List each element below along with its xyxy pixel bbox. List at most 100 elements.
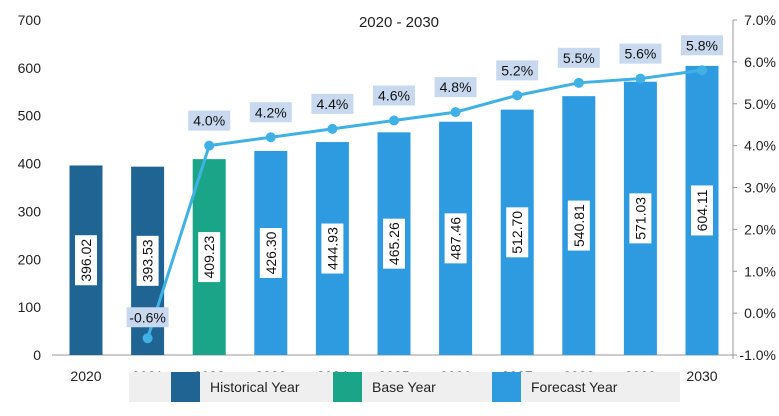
y-left-tick-label: 0 [33,347,41,363]
bar-label-bg [259,227,282,278]
bar-label-2024: 444.93 [321,223,344,274]
legend-label-base: Base Year [372,379,436,395]
growth-label-text: 4.4% [316,96,348,112]
bar-label-bg [198,232,221,283]
y-right-tick-label: 0.0% [744,305,776,321]
growth-label-text: -0.6% [129,309,166,325]
x-tick-label: 2030 [686,368,717,384]
growth-label-bg [619,43,662,64]
bar-label-2027: 512.70 [506,207,529,258]
bar-label-bg [629,193,652,244]
growth-point-2025 [389,115,399,126]
bar-label-2028: 540.81 [567,200,590,251]
growth-point-2021 [142,333,153,344]
y-right-tick-label: 2.0% [744,221,776,237]
legend-label-forecast: Forecast Year [531,379,618,395]
y-right-tick-label: -1.0% [739,347,776,363]
growth-label-text: 4.8% [440,79,472,95]
growth-point-2026 [450,107,461,118]
data-labels: 396.02 393.53 409.23 426.30 444.93 465.26 487.… [75,35,723,328]
growth-label-text: 5.6% [624,46,656,62]
bar-label-bg [136,235,159,286]
growth-label-2023: 4.2% [249,102,292,123]
growth-label-text: 5.8% [686,37,718,53]
bar-label-bg [506,207,529,258]
y-right-tick-label: 7.0% [744,12,776,28]
growth-label-2030: 5.8% [681,35,723,56]
bar-label-2029: 571.03 [629,193,652,244]
bar-label-bg [321,223,344,274]
growth-label-bg [434,77,477,98]
growth-label-2025: 4.6% [373,85,415,106]
bar-label-text: 540.81 [571,204,587,247]
legend-swatch-base [333,372,362,402]
bar-label-2026: 487.46 [444,213,467,264]
bar-label-bg [691,185,713,236]
y-left-tick-label: 400 [18,156,42,172]
bar-label-text: 426.30 [263,231,279,274]
chart-title: 2020 - 2030 [359,14,439,31]
growth-label-bg [557,47,600,68]
bar-label-2030: 604.11 [691,185,713,236]
y-left-tick-label: 300 [18,203,42,219]
growth-point-2024 [327,123,338,134]
growth-label-bg [188,110,231,131]
bar-label-2023: 426.30 [259,227,282,278]
legend-swatch-forecast [492,372,521,402]
growth-label-2028: 5.5% [557,47,600,68]
growth-label-2021: -0.6% [126,307,169,328]
bar-label-text: 393.53 [140,239,156,282]
growth-label-bg [249,102,292,123]
growth-label-text: 4.0% [193,113,225,129]
bar-label-2025: 465.26 [383,218,405,269]
y-left-tick-label: 200 [18,251,42,267]
legend-swatch-historical [171,372,200,402]
y-right-tick-label: 5.0% [744,96,776,112]
bar-label-bg [75,235,97,286]
bar-label-2021: 393.53 [136,235,159,286]
y-right-tick-label: 6.0% [744,54,776,70]
growth-point-2023 [265,132,276,143]
bar-label-text: 396.02 [78,239,94,282]
legend: Historical Year Base Year Forecast Year [129,372,680,402]
y-right-tick-label: 1.0% [744,263,776,279]
growth-label-text: 4.6% [378,88,410,104]
growth-point-2028 [573,77,584,88]
bar-label-text: 604.11 [694,189,710,231]
growth-label-bg [373,85,415,106]
growth-point-2029 [635,73,646,84]
growth-label-bg [681,35,723,56]
growth-label-2026: 4.8% [434,77,477,98]
y-left-tick-label: 600 [18,60,42,76]
y-right-tick-label: 3.0% [744,180,776,196]
bar-label-2022: 409.23 [198,232,221,283]
growth-point-2027 [512,90,523,101]
growth-line [146,68,703,339]
y-left-tick-label: 500 [18,108,42,124]
bar-label-2020: 396.02 [75,235,97,286]
bar-label-bg [567,200,590,251]
growth-label-2022: 4.0% [188,110,231,131]
bar-label-bg [444,213,467,264]
bar-label-text: 512.70 [509,211,525,254]
growth-label-2027: 5.2% [496,60,539,81]
growth-label-bg [496,60,539,81]
growth-label-text: 5.2% [501,62,533,78]
growth-line-layer [142,65,707,344]
bar-label-text: 571.03 [632,197,648,240]
y-left-tick-label: 700 [18,12,42,28]
growth-label-text: 4.2% [255,104,287,120]
bar-label-text: 487.46 [448,217,464,260]
growth-label-text: 5.5% [563,50,595,66]
growth-label-2029: 5.6% [619,43,662,64]
y-right-tick-label: 4.0% [744,138,776,154]
growth-label-bg [311,93,354,114]
bar-label-text: 409.23 [201,235,217,278]
growth-point-2030 [697,65,707,76]
bar-label-text: 444.93 [324,227,340,270]
growth-label-2024: 4.4% [311,93,354,114]
x-tick-label: 2020 [70,368,101,384]
bar-label-bg [383,218,405,269]
growth-label-bg [126,307,169,328]
